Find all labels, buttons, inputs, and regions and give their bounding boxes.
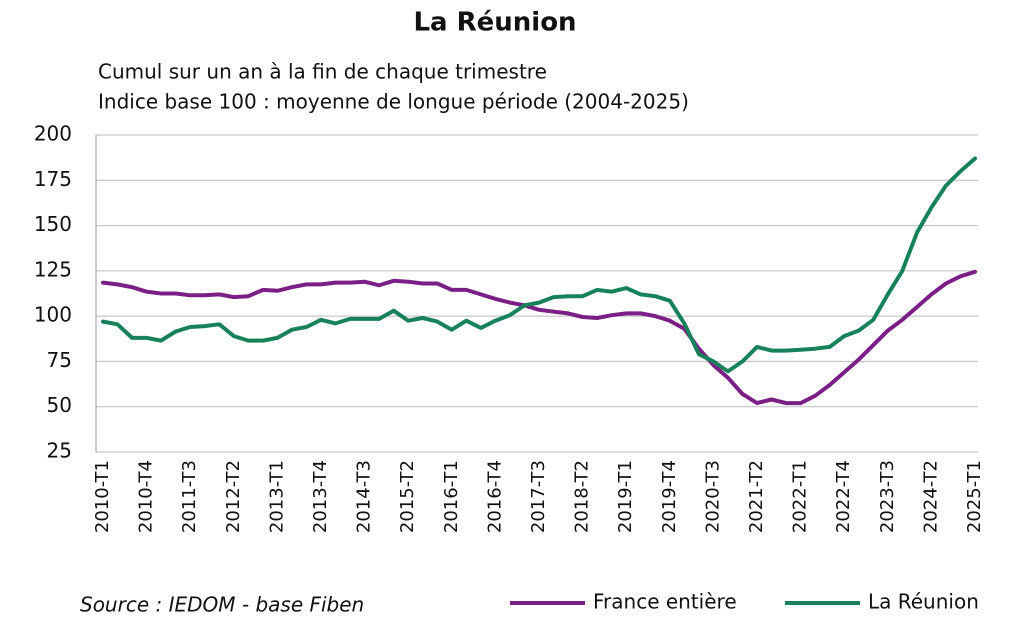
x-tick-label: 2012-T2: [223, 460, 244, 533]
x-tick-label: 2013-T4: [310, 460, 331, 533]
x-tick-label: 2025-T1: [964, 460, 985, 533]
subtitle: Cumul sur un an à la fin de chaque trime…: [98, 60, 547, 84]
y-tick-label: 100: [34, 303, 72, 327]
x-tick-label: 2017-T3: [528, 460, 549, 533]
x-tick-label: 2019-T4: [659, 460, 680, 533]
x-tick-label: 2018-T2: [572, 460, 593, 533]
x-tick-label: 2022-T4: [833, 460, 854, 533]
x-tick-label: 2020-T3: [702, 460, 723, 533]
x-tick-label: 2015-T2: [397, 460, 418, 533]
x-tick-label: 2010-T1: [92, 460, 113, 533]
series-line: [101, 156, 977, 374]
x-tick-label: 2016-T1: [441, 460, 462, 533]
legend-label: France entière: [593, 590, 737, 614]
y-tick-label: 25: [47, 439, 72, 463]
x-tick-label: 2013-T1: [266, 460, 287, 533]
y-tick-label: 75: [47, 348, 72, 372]
legend-label: La Réunion: [868, 590, 979, 614]
chart-title: La Réunion: [413, 8, 576, 38]
y-tick-label: 200: [34, 122, 72, 146]
x-tick-label: 2014-T3: [354, 460, 375, 533]
x-tick-label: 2022-T1: [790, 460, 811, 533]
subtitle: Indice base 100 : moyenne de longue péri…: [98, 90, 689, 114]
x-tick-label: 2021-T2: [746, 460, 767, 533]
x-tick-label: 2019-T1: [615, 460, 636, 533]
y-tick-label: 150: [34, 212, 72, 236]
series-line: [101, 269, 977, 406]
x-tick-label: 2011-T3: [179, 460, 200, 533]
x-tick-label: 2016-T4: [484, 460, 505, 533]
y-tick-label: 125: [34, 257, 72, 281]
y-tick-label: 175: [34, 167, 72, 191]
source: Source : IEDOM - base Fiben: [80, 593, 364, 617]
x-tick-label: 2010-T4: [136, 460, 157, 533]
x-tick-label: 2023-T3: [877, 460, 898, 533]
y-tick-label: 50: [47, 393, 72, 417]
x-tick-label: 2024-T2: [920, 460, 941, 533]
